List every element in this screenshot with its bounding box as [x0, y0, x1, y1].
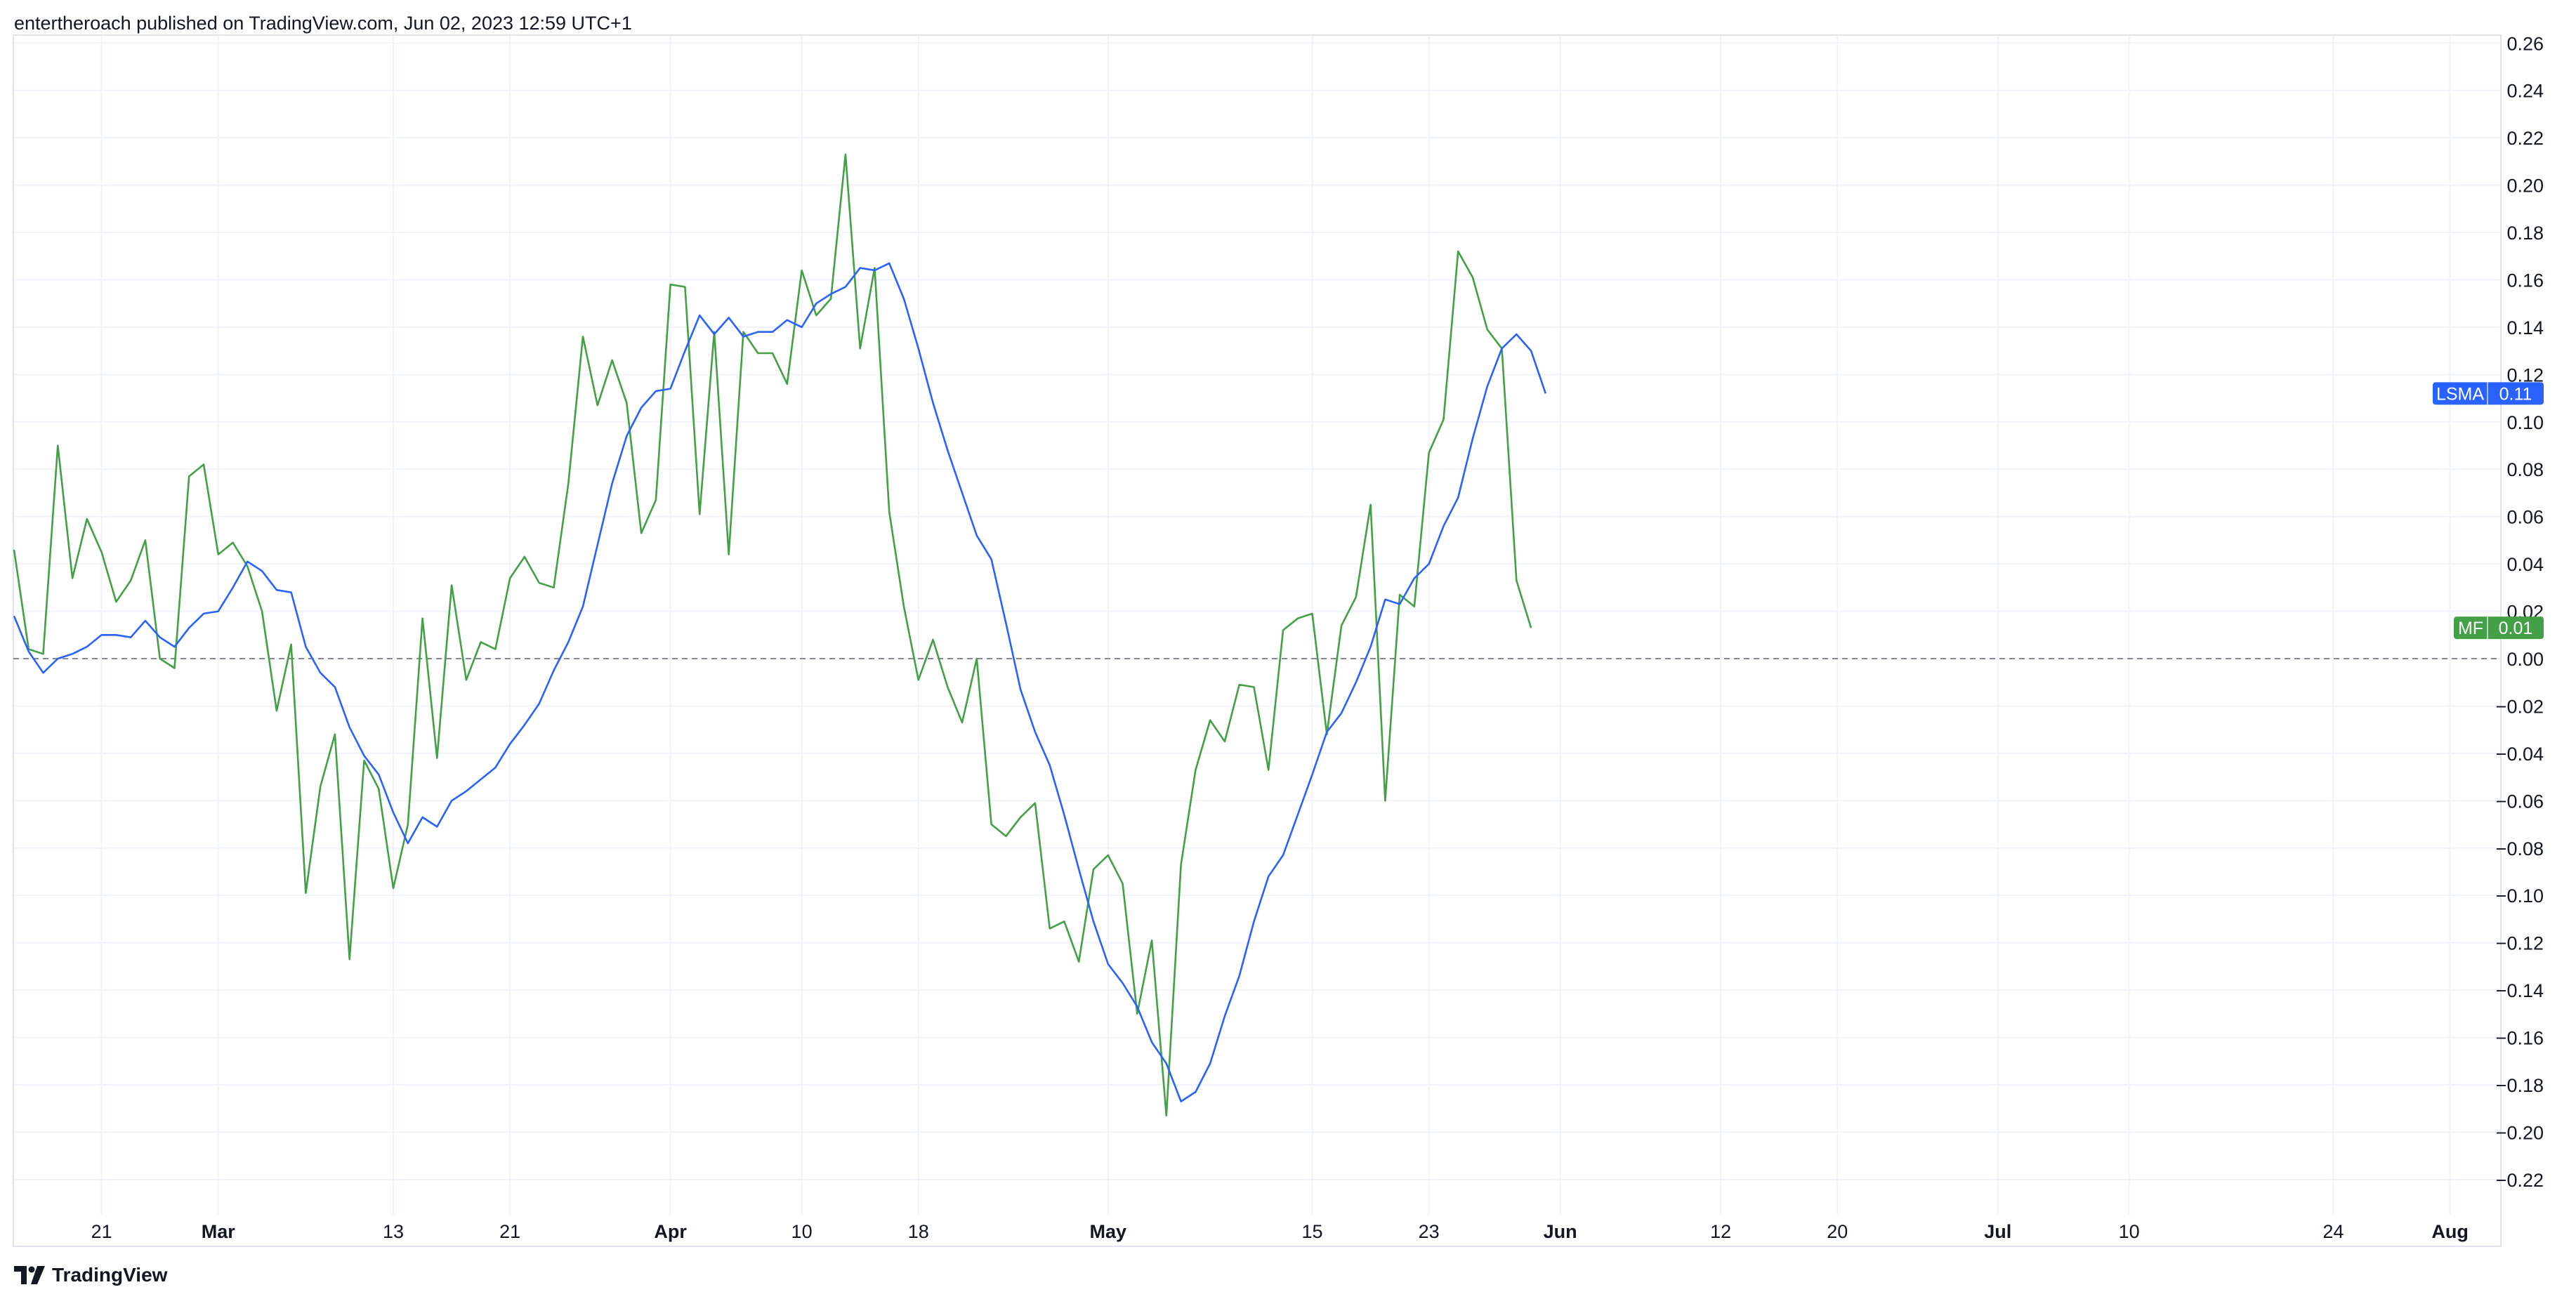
plot-border	[13, 34, 2502, 1247]
x-tick-label: 21	[91, 1221, 112, 1242]
x-axis[interactable]: 21 Mar 13 21 Apr 10 18 May 15 23 Jun 12 20 Jul 10 24 Aug	[91, 1221, 2469, 1242]
x-tick-label: 15	[1302, 1221, 1323, 1242]
x-tick-label: 20	[1827, 1221, 1848, 1242]
footer-brand-text: TradingView	[52, 1264, 168, 1286]
y-tick-label: 0.14	[2506, 317, 2544, 338]
y-tick-label: −0.10	[2496, 885, 2544, 906]
x-tick-label: 10	[791, 1221, 813, 1242]
y-tick-label: 0.24	[2506, 81, 2544, 102]
y-tick-label: 0.16	[2506, 270, 2544, 291]
y-tick-label: 0.08	[2506, 459, 2544, 480]
footer-branding: TradingView	[14, 1262, 167, 1288]
x-tick-label: 24	[2322, 1221, 2344, 1242]
badge-value: 0.11	[2499, 384, 2532, 404]
x-tick-label: Mar	[202, 1221, 236, 1242]
last-value-badges: MF 0.01 LSMA 0.11	[2433, 382, 2544, 640]
last-value-badge-lsma: LSMA 0.11	[2433, 382, 2544, 405]
y-tick-label: 0.26	[2506, 33, 2544, 54]
x-tick-label: 18	[908, 1221, 929, 1242]
y-tick-label: 0.20	[2506, 176, 2544, 197]
publisher-header: entertheroach published on TradingView.c…	[14, 13, 632, 34]
grid	[13, 35, 2501, 1215]
series-line-lsma	[13, 262, 1547, 1102]
x-tick-label: Apr	[654, 1221, 687, 1242]
x-tick-label: May	[1089, 1221, 1126, 1242]
last-value-badge-mf: MF 0.01	[2454, 616, 2544, 640]
y-tick-label: −0.18	[2496, 1075, 2544, 1096]
x-tick-label: 23	[1419, 1221, 1440, 1242]
badge-value: 0.01	[2499, 619, 2533, 638]
x-tick-label: 13	[383, 1221, 404, 1242]
y-tick-label: −0.14	[2496, 980, 2544, 1001]
y-tick-label: 0.06	[2506, 507, 2544, 528]
y-tick-label: 0.18	[2506, 223, 2544, 244]
y-tick-label: −0.20	[2496, 1122, 2544, 1143]
y-tick-label: 0.22	[2506, 128, 2544, 149]
y-axis[interactable]: 0.260.240.220.200.180.160.140.120.100.08…	[2496, 33, 2544, 1191]
series-line-mf	[13, 153, 1532, 1117]
y-tick-label: −0.02	[2496, 696, 2544, 717]
badge-series-name: LSMA	[2436, 384, 2484, 404]
y-tick-label: −0.04	[2496, 744, 2544, 765]
y-tick-label: 0.00	[2506, 649, 2544, 670]
y-tick-label: 0.10	[2506, 412, 2544, 433]
x-tick-label: Aug	[2431, 1221, 2468, 1242]
y-tick-label: −0.06	[2496, 791, 2544, 812]
x-tick-label: Jul	[1984, 1221, 2011, 1242]
x-tick-label: 21	[499, 1221, 520, 1242]
y-tick-label: −0.08	[2496, 838, 2544, 859]
x-tick-label: 12	[1710, 1221, 1731, 1242]
tradingview-logo-icon	[14, 1266, 45, 1284]
y-tick-label: −0.12	[2496, 933, 2544, 954]
y-tick-label: −0.16	[2496, 1028, 2544, 1049]
y-tick-label: 0.04	[2506, 554, 2544, 575]
x-tick-label: 10	[2119, 1221, 2140, 1242]
badge-background	[2454, 616, 2544, 640]
badge-series-name: MF	[2458, 619, 2483, 638]
y-tick-label: −0.22	[2496, 1170, 2544, 1191]
series-layer	[13, 153, 1547, 1117]
x-tick-label: Jun	[1544, 1221, 1577, 1242]
